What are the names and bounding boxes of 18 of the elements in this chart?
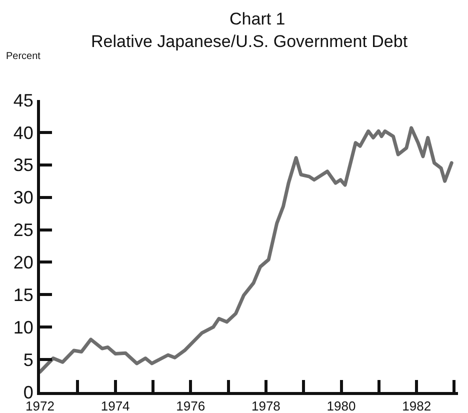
y-tick-label: 45 <box>13 90 34 110</box>
y-tick-label: 15 <box>13 284 34 305</box>
chart-title: Chart 1 <box>230 10 286 29</box>
y-tick-label: 20 <box>13 252 34 273</box>
x-tick-label: 1982 <box>402 398 432 413</box>
y-tick-label: 5 <box>23 350 34 370</box>
y-tick-label: 40 <box>13 122 34 143</box>
y-tick-label: 25 <box>13 220 34 240</box>
y-tick-label: 35 <box>13 155 34 176</box>
x-tick-label: 1980 <box>326 398 356 413</box>
y-tick-label: 10 <box>13 317 34 338</box>
x-tick-label: 1978 <box>251 398 280 413</box>
y-tick-label: 30 <box>13 188 34 208</box>
x-tick-label: 1976 <box>176 398 206 413</box>
y-axis-title: Percent <box>6 51 41 62</box>
x-tick-label: 1974 <box>100 398 130 413</box>
line-series <box>40 126 454 374</box>
chart-subtitle: Relative Japanese/U.S. Government Debt <box>91 32 408 51</box>
